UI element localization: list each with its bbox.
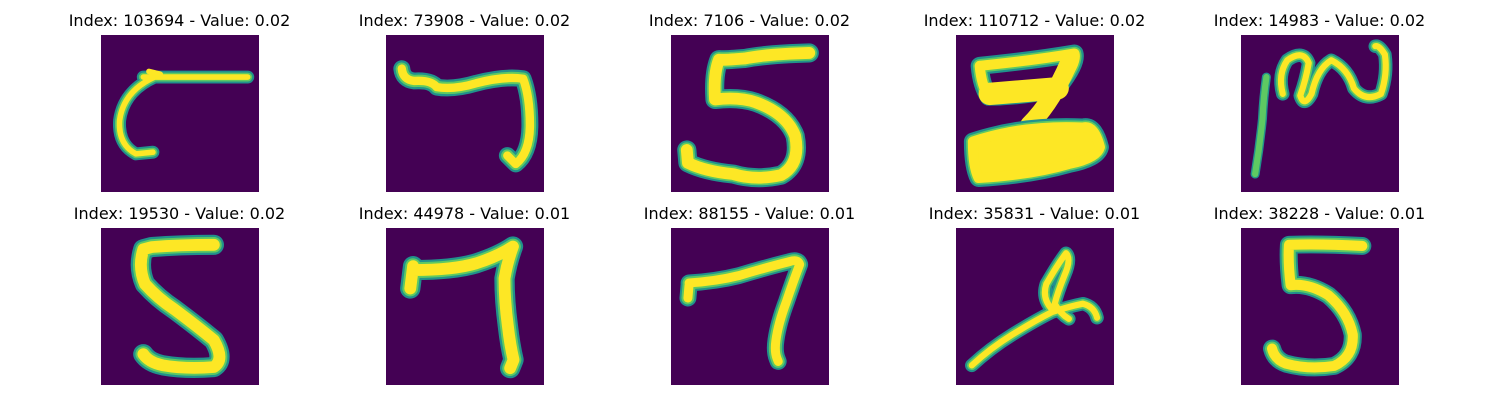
panel-title: Index: 7106 - Value: 0.02 xyxy=(648,11,851,30)
panel-title: Index: 35831 - Value: 0.01 xyxy=(928,204,1141,223)
digit-image xyxy=(956,35,1114,192)
image-panel: Index: 44978 - Value: 0.01 xyxy=(322,193,607,385)
digit-image xyxy=(1241,228,1399,385)
digit-image xyxy=(671,35,829,192)
digit-image xyxy=(386,35,544,192)
panel-title: Index: 88155 - Value: 0.01 xyxy=(643,204,856,223)
digit-image xyxy=(101,228,259,385)
image-panel: Index: 73908 - Value: 0.02 xyxy=(322,0,607,192)
image-panel: Index: 110712 - Value: 0.02 xyxy=(892,0,1177,192)
image-panel: Index: 35831 - Value: 0.01 xyxy=(892,193,1177,385)
panel-title: Index: 110712 - Value: 0.02 xyxy=(923,11,1146,30)
image-panel: Index: 14983 - Value: 0.02 xyxy=(1177,0,1462,192)
digit-image xyxy=(386,228,544,385)
image-panel: Index: 7106 - Value: 0.02 xyxy=(607,0,892,192)
image-panel: Index: 103694 - Value: 0.02 xyxy=(37,0,322,192)
image-panel: Index: 88155 - Value: 0.01 xyxy=(607,193,892,385)
digit-image xyxy=(1241,35,1399,192)
image-panel: Index: 38228 - Value: 0.01 xyxy=(1177,193,1462,385)
panel-title: Index: 73908 - Value: 0.02 xyxy=(358,11,571,30)
panel-title: Index: 44978 - Value: 0.01 xyxy=(358,204,571,223)
digit-image xyxy=(956,228,1114,385)
panel-title: Index: 38228 - Value: 0.01 xyxy=(1213,204,1426,223)
digit-image xyxy=(671,228,829,385)
image-panel: Index: 19530 - Value: 0.02 xyxy=(37,193,322,385)
panel-title: Index: 14983 - Value: 0.02 xyxy=(1213,11,1426,30)
panel-title: Index: 103694 - Value: 0.02 xyxy=(68,11,291,30)
panel-title: Index: 19530 - Value: 0.02 xyxy=(73,204,286,223)
digit-image xyxy=(101,35,259,192)
